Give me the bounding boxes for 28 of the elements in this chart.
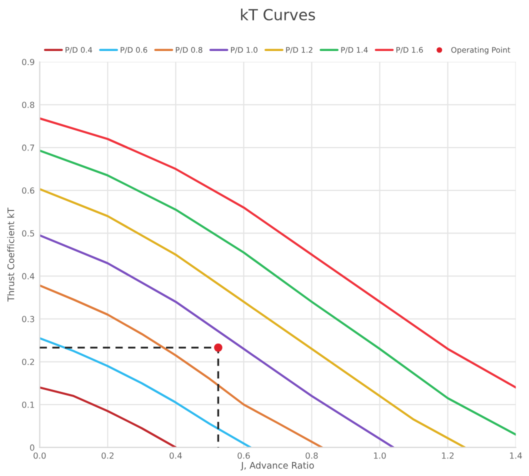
y-tick-label: 0.6 (22, 187, 34, 194)
line-series (40, 284, 323, 448)
x-tick-label: 0.2 (102, 452, 114, 459)
x-tick-label: 1.0 (374, 452, 386, 459)
y-tick-label: 0.1 (22, 402, 34, 408)
line-series (40, 188, 466, 448)
y-tick-label: 0.5 (22, 230, 34, 237)
x-tick-label: 1.4 (510, 452, 522, 459)
y-tick-label: 0.9 (22, 58, 34, 66)
x-tick-label: 1.2 (442, 452, 454, 459)
line-series (40, 234, 394, 448)
y-tick-label: 0 (30, 444, 34, 451)
x-tick-label: 0.4 (170, 452, 182, 459)
x-axis-title: J, Advance Ratio (240, 462, 314, 470)
y-axis-title: Thrust Coefficient kT (7, 208, 14, 302)
y-tick-label: 0.3 (22, 316, 34, 322)
x-tick-label: 0.0 (34, 452, 46, 459)
line-series (40, 117, 516, 389)
x-tick-label: 0.6 (238, 452, 250, 459)
y-tick-label: 0.4 (22, 273, 34, 280)
chart-title: kT Curves (241, 8, 316, 20)
line-series (40, 337, 252, 448)
line-series (40, 386, 177, 448)
line-series (40, 150, 516, 436)
x-tick-label: 0.8 (306, 452, 318, 459)
y-tick-label: 0.7 (22, 144, 34, 151)
y-tick-label: 0.8 (22, 102, 34, 108)
y-tick-label: 0.2 (22, 358, 34, 366)
